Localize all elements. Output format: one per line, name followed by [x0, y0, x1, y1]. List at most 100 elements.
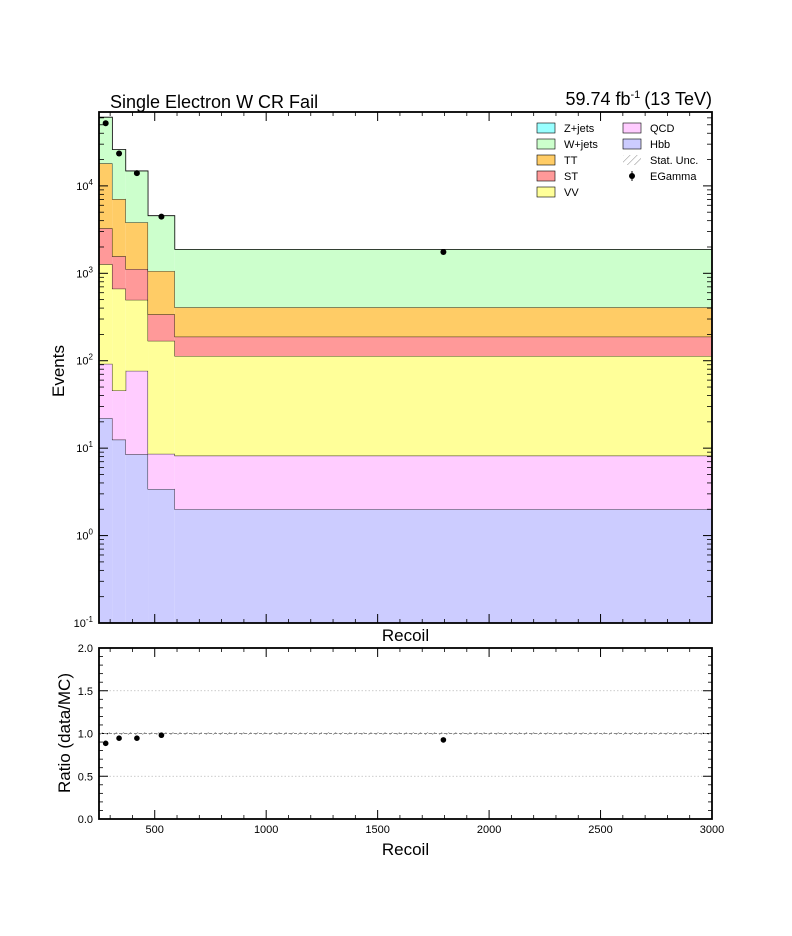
y-tick-label: 103 — [76, 265, 93, 280]
data-point — [440, 249, 447, 256]
legend-swatch — [536, 186, 556, 198]
bar-qcd — [148, 453, 175, 490]
tick-base: 10 — [76, 268, 88, 280]
bar-vv — [148, 340, 175, 454]
ratio-point — [102, 740, 109, 747]
legend-swatch — [622, 122, 642, 134]
ratio-point — [158, 732, 165, 739]
ratio-point — [116, 735, 122, 742]
bar-vv — [112, 288, 126, 391]
tick-base: 10 — [76, 356, 88, 368]
legend-swatch — [536, 122, 556, 134]
ratio-y-tick-label: 1.5 — [78, 686, 93, 698]
tick-base: 10 — [74, 618, 86, 630]
main-plot — [99, 116, 713, 623]
ratio-x-axis-title: Recoil — [382, 840, 429, 859]
bar-qcd — [99, 363, 113, 419]
legend-swatch — [536, 154, 556, 166]
legend-label: Stat. Unc. — [650, 155, 698, 167]
ratio-y-tick-label: 2.0 — [78, 643, 93, 655]
tick-exponent: 4 — [89, 178, 94, 187]
lumi-exponent: -1 — [631, 89, 641, 101]
main-y-axis-title: Events — [49, 345, 68, 397]
bar-st — [174, 336, 713, 357]
ratio-point — [440, 737, 447, 743]
tick-exponent: 0 — [89, 528, 94, 537]
ratio-x-tick-label: 500 — [146, 824, 164, 836]
data-point — [133, 170, 140, 177]
bar-w-jets — [148, 215, 175, 272]
tick-exponent: -1 — [86, 615, 94, 624]
bar-st — [125, 269, 149, 300]
ratio-y-axis-title: Ratio (data/MC) — [55, 673, 74, 793]
y-tick-label: 104 — [76, 178, 93, 193]
legend: Z+jets QCD W+jets Hbb TT Stat. Unc. ST EGamma VV — [536, 122, 698, 199]
ratio-x-tick-label: 1000 — [254, 824, 278, 836]
y-tick-label: 100 — [76, 528, 93, 543]
bar-w-jets — [112, 149, 126, 200]
bar-st — [112, 256, 126, 289]
bar-w-jets — [125, 170, 149, 223]
bar-hbb — [148, 489, 175, 623]
bar-tt — [125, 222, 149, 270]
tick-base: 10 — [76, 443, 88, 455]
tick-base: 10 — [76, 531, 88, 543]
y-tick-label: 101 — [76, 440, 93, 455]
ratio-x-tick-label: 3000 — [700, 824, 724, 836]
ratio-point — [134, 735, 140, 742]
bar-tt — [99, 163, 113, 229]
bar-vv — [125, 299, 149, 371]
legend-label: QCD — [650, 123, 675, 135]
lumi-value: 59.74 fb — [565, 89, 630, 109]
ratio-x-tick-label: 2500 — [588, 824, 612, 836]
tick-exponent: 1 — [89, 440, 94, 449]
legend-swatch — [622, 138, 642, 150]
legend-swatch — [536, 138, 556, 150]
bar-hbb — [125, 454, 149, 623]
legend-label: Z+jets — [564, 123, 595, 135]
bar-qcd — [174, 455, 713, 510]
data-point — [102, 120, 109, 127]
legend-label: VV — [564, 187, 579, 199]
data-point — [116, 150, 123, 157]
bar-w-jets — [99, 117, 113, 164]
legend-hatch-swatch — [623, 155, 641, 165]
main-x-axis-title: Recoil — [382, 626, 429, 645]
legend-label: W+jets — [564, 139, 598, 151]
ratio-y-tick-label: 0.0 — [78, 814, 93, 826]
tick-exponent: 3 — [89, 265, 94, 274]
bar-hbb — [99, 418, 113, 623]
ratio-x-tick-label: 1500 — [365, 824, 389, 836]
energy-label: (13 TeV) — [644, 89, 712, 109]
bar-qcd — [125, 370, 149, 455]
bar-hbb — [112, 439, 126, 623]
ratio-y-tick-label: 1.0 — [78, 729, 93, 741]
chart-title: Single Electron W CR Fail — [110, 92, 318, 112]
bar-vv — [174, 356, 713, 456]
legend-label: EGamma — [650, 171, 697, 183]
y-tick-label: 102 — [76, 353, 93, 368]
legend-label: Hbb — [650, 139, 670, 151]
tick-base: 10 — [76, 181, 88, 193]
legend-label: ST — [564, 171, 578, 183]
lumi-label: 59.74 fb-1 (13 TeV) — [565, 89, 712, 109]
ratio-plot-frame — [98, 647, 713, 820]
bar-tt — [174, 307, 713, 337]
ratio-plot: 0.0 0.5 1.0 1.5 2.0 500 1000 1500 2000 2500 3000 — [78, 643, 725, 836]
bar-vv — [99, 264, 113, 364]
legend-label: TT — [564, 155, 578, 167]
data-point — [158, 213, 165, 220]
bar-st — [148, 314, 175, 341]
bar-tt — [112, 199, 126, 257]
tick-exponent: 2 — [89, 353, 94, 362]
legend-swatch — [536, 170, 556, 182]
ratio-x-tick-label: 2000 — [477, 824, 501, 836]
bar-tt — [148, 271, 175, 315]
bar-hbb — [174, 509, 713, 623]
bar-w-jets — [174, 249, 713, 308]
bar-st — [99, 228, 113, 265]
ratio-y-tick-label: 0.5 — [78, 771, 93, 783]
y-tick-label: 10-1 — [74, 615, 94, 630]
main-data-marks — [102, 120, 447, 256]
